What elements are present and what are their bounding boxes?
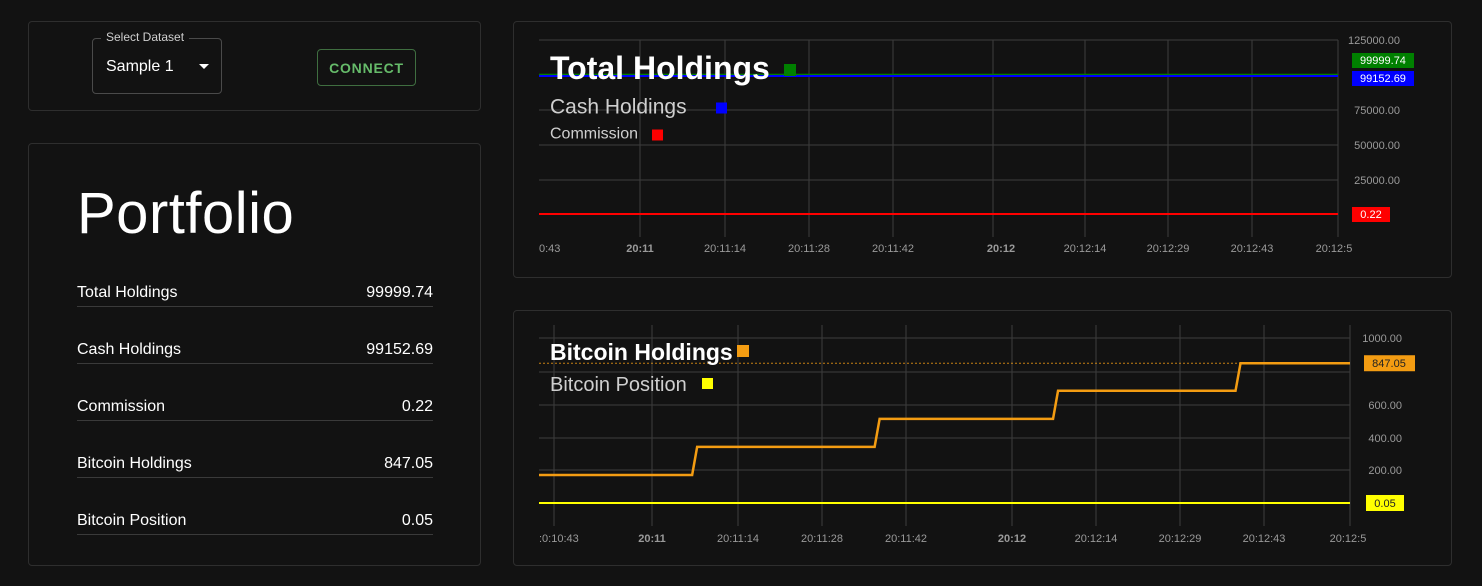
price-label: 99152.69: [1360, 73, 1406, 85]
x-tick-label: 20:12:29: [1159, 533, 1202, 545]
row-label: Bitcoin Holdings: [77, 455, 192, 472]
x-tick-label: 20:11: [626, 243, 654, 255]
portfolio-row-total-holdings: Total Holdings 99999.74: [77, 284, 433, 307]
holdings-chart-panel: 125000.00 75000.00 50000.00 25000.00 0:43 20:…: [513, 21, 1452, 278]
holdings-chart[interactable]: 125000.00 75000.00 50000.00 25000.00 0:43 20:…: [514, 22, 1451, 277]
dataset-select[interactable]: Select Dataset Sample 1: [92, 30, 222, 94]
legend-swatch: [737, 345, 749, 357]
dropdown-arrow-icon[interactable]: [199, 64, 209, 69]
x-tick-label: 20:12:43: [1231, 243, 1274, 255]
x-tick-label: 0:43: [539, 243, 560, 255]
portfolio-row-bitcoin-holdings: Bitcoin Holdings 847.05: [77, 455, 433, 478]
y-tick-label: 400.00: [1368, 433, 1402, 445]
row-value: 0.05: [401, 512, 433, 529]
price-label: 0.05: [1374, 498, 1395, 510]
legend-swatch: [716, 102, 727, 114]
x-tick-label: 20:12:5: [1330, 533, 1367, 545]
y-tick-label: 600.00: [1368, 400, 1402, 412]
legend-label: Bitcoin Position: [550, 374, 687, 396]
price-label: 0.22: [1360, 209, 1381, 221]
legend-label: Commission: [550, 126, 638, 143]
row-label: Bitcoin Position: [77, 512, 187, 529]
x-tick-label: 20:12:14: [1075, 533, 1118, 545]
price-label-bg: [1352, 71, 1414, 86]
x-tick-label: 20:11:14: [704, 243, 746, 255]
price-label-bg: [1364, 355, 1415, 372]
dataset-select-value: Sample 1: [106, 58, 174, 75]
x-tick-label: 20:12: [998, 533, 1026, 545]
price-label: 847.05: [1372, 358, 1406, 370]
x-tick-label: 20:12:29: [1147, 243, 1190, 255]
row-value: 99152.69: [366, 341, 433, 358]
x-tick-label: 20:11:42: [872, 243, 914, 255]
bitcoin-chart-panel: 1000.00 600.00 400.00 200.00 :0:10:43 20:11 20…: [513, 310, 1452, 566]
legend-swatch: [652, 129, 663, 141]
x-tick-label: 20:11:28: [788, 243, 830, 255]
price-label: 99999.74: [1360, 55, 1406, 67]
x-tick-label: 20:11: [638, 533, 666, 545]
x-tick-label: 20:11:28: [801, 533, 843, 545]
row-value: 847.05: [384, 455, 433, 472]
portfolio-title: Portfolio: [77, 181, 295, 246]
x-tick-label: :0:10:43: [539, 533, 579, 545]
row-label: Cash Holdings: [77, 341, 182, 358]
x-tick-label: 20:11:42: [885, 533, 927, 545]
y-tick-label: 1000.00: [1362, 333, 1402, 345]
price-label-bg: [1352, 53, 1414, 68]
x-tick-label: 20:12:43: [1243, 533, 1286, 545]
y-tick-label: 25000.00: [1354, 175, 1400, 187]
legend-swatch: [784, 64, 796, 76]
row-value: 99999.74: [366, 284, 433, 301]
y-tick-label: 125000.00: [1348, 35, 1400, 47]
row-label: Total Holdings: [77, 284, 178, 301]
dataset-panel: Select Dataset Sample 1 CONNECT: [28, 21, 481, 111]
legend-swatch: [702, 378, 713, 389]
series-line-bitcoin-holdings: [539, 361, 1350, 477]
row-label: Commission: [77, 398, 166, 415]
legend-label: Cash Holdings: [550, 95, 687, 118]
legend-label: Bitcoin Holdings: [550, 339, 733, 365]
portfolio-row-bitcoin-position: Bitcoin Position 0.05: [77, 512, 433, 535]
portfolio-row-cash-holdings: Cash Holdings 99152.69: [77, 341, 433, 364]
y-tick-label: 75000.00: [1354, 105, 1400, 117]
y-tick-label: 200.00: [1368, 465, 1402, 477]
row-value: 0.22: [401, 398, 433, 415]
portfolio-row-commission: Commission 0.22: [77, 398, 433, 421]
x-tick-label: 20:12:14: [1064, 243, 1107, 255]
portfolio-panel: Portfolio Total Holdings 99999.74 Cash H…: [28, 143, 481, 566]
connect-button[interactable]: CONNECT: [317, 49, 416, 86]
x-tick-label: 20:12:5: [1316, 243, 1353, 255]
bitcoin-chart[interactable]: 1000.00 600.00 400.00 200.00 :0:10:43 20:11 20…: [514, 311, 1451, 565]
x-tick-label: 20:11:14: [717, 533, 759, 545]
y-tick-label: 50000.00: [1354, 140, 1400, 152]
x-tick-label: 20:12: [987, 243, 1015, 255]
legend-label: Total Holdings: [550, 50, 770, 86]
price-label-bg: [1366, 494, 1404, 511]
dataset-select-label: Select Dataset: [101, 30, 190, 44]
price-label-bg: [1352, 206, 1390, 222]
